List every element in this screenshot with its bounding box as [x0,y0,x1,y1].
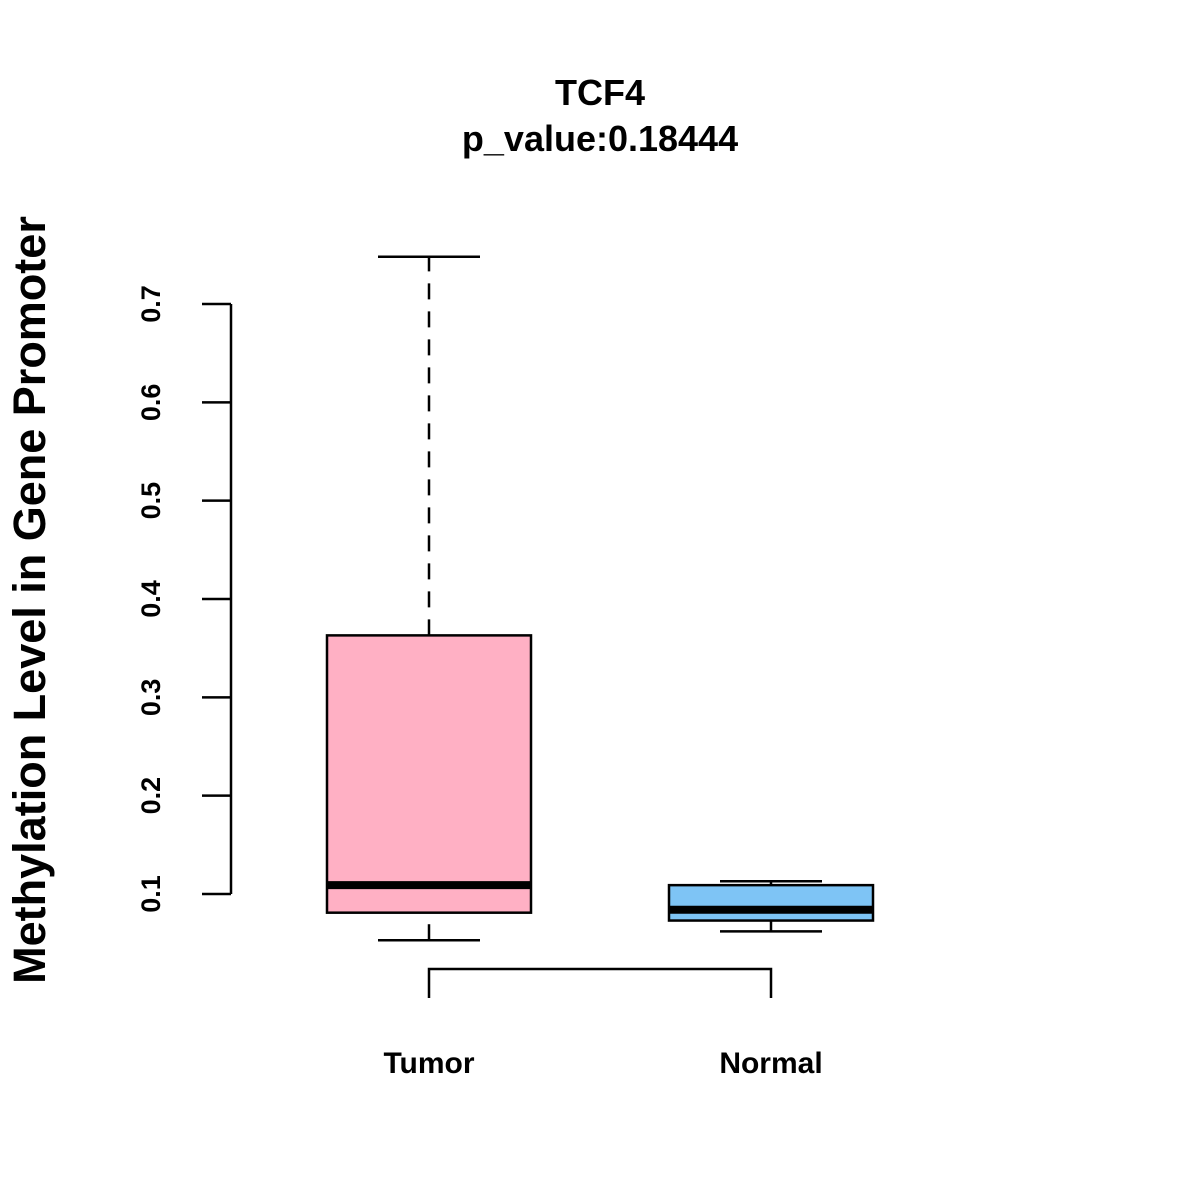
boxes [325,255,875,942]
x-axis-labels: Tumor Normal [383,1047,822,1080]
chart-subtitle: p_value:0.18444 [462,118,738,159]
y-tick-label: 0.2 [136,777,166,815]
x-tick-label: Normal [719,1047,822,1080]
y-tick-label: 0.7 [136,285,166,323]
box-normal [667,879,875,933]
y-axis: 0.1 0.2 0.3 0.4 0.5 0.6 0.7 [136,285,233,913]
y-tick-label: 0.3 [136,679,166,717]
y-tick-label: 0.1 [136,875,166,913]
y-axis-label: Methylation Level in Gene Promoter [4,216,55,984]
iqr-box [667,883,875,922]
y-tick-label: 0.4 [136,580,166,618]
y-tick-label: 0.5 [136,482,166,520]
x-tick-label: Tumor [383,1047,474,1080]
iqr-box [325,634,533,914]
box-tumor [325,255,533,942]
chart-title: TCF4 [555,72,645,113]
comparison-bracket [427,967,773,998]
bracket-line [427,967,773,998]
y-tick-label: 0.6 [136,384,166,422]
